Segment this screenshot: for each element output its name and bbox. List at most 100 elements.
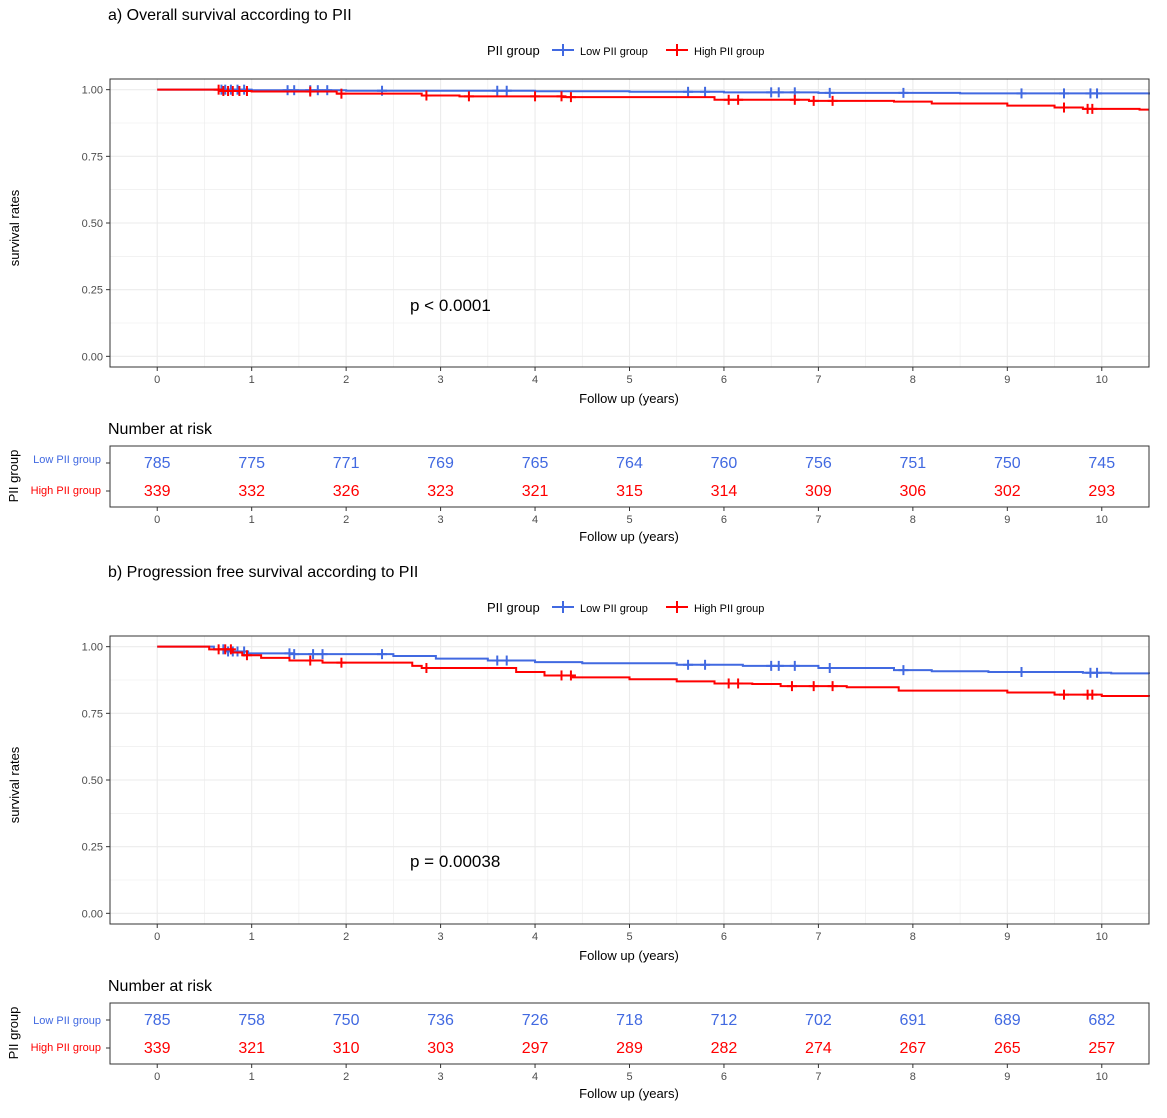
x-tick-label: 0 (154, 374, 160, 386)
risk-x-tick-label: 0 (154, 514, 160, 526)
risk-y-label-a: PII group (6, 450, 21, 503)
risk-x-tick-label: 3 (438, 1071, 444, 1083)
chart-title-b: b) Progression free survival according t… (108, 564, 418, 581)
survival-plot-b: 0.00 0.25 0.50 0.75 1.00 0 1 2 3 4 5 6 7 8 9 10 (82, 635, 1150, 943)
risk-value-high: 302 (994, 483, 1021, 500)
censor-mark-high (556, 91, 567, 102)
censor-mark-low (289, 649, 300, 660)
censor-mark-high (565, 92, 576, 103)
risk-x-tick-label: 2 (343, 1071, 349, 1083)
risk-value-low: 691 (900, 1012, 927, 1029)
y-tick-label: 0.75 (82, 708, 103, 720)
risk-value-low: 764 (616, 455, 643, 472)
censor-mark-low (322, 85, 333, 96)
risk-value-low: 758 (238, 1012, 265, 1029)
risk-value-low: 736 (427, 1012, 454, 1029)
risk-value-high: 289 (616, 1040, 643, 1057)
risk-x-tick-label: 7 (815, 1071, 821, 1083)
survival-plot-a: 0.00 0.25 0.50 0.75 1.00 0 1 2 3 4 5 6 7 8 9 10 (82, 78, 1150, 386)
censor-mark-low (308, 649, 319, 660)
censor-mark-high (213, 84, 224, 95)
risk-value-high: 282 (711, 1040, 738, 1057)
y-tick-label: 1.00 (82, 642, 103, 654)
censor-mark-high (786, 681, 797, 692)
y-axis-label-a: survival rates (7, 189, 22, 266)
risk-value-low: 702 (805, 1012, 832, 1029)
x-tick-label: 6 (721, 931, 727, 943)
risk-value-high: 267 (900, 1040, 927, 1057)
censor-mark-low (824, 663, 835, 673)
risk-value-high: 339 (144, 483, 171, 500)
risk-x-label-a: Follow up (years) (579, 529, 679, 544)
x-tick-label: 1 (249, 931, 255, 943)
risk-x-tick-label: 8 (910, 514, 916, 526)
censor-mark-low (1092, 667, 1103, 678)
legend-low-label: Low PII group (580, 46, 648, 58)
risk-x-tick-label: 9 (1004, 514, 1010, 526)
legend-high-label: High PII group (694, 46, 764, 58)
risk-value-high: 339 (144, 1040, 171, 1057)
x-axis-label-b: Follow up (years) (579, 948, 679, 963)
risk-x-tick-label: 4 (532, 1071, 538, 1083)
censor-mark-high (723, 678, 734, 689)
legend-high-key-icon (666, 601, 688, 613)
censor-mark-high (305, 86, 316, 97)
risk-x-label-b: Follow up (years) (579, 1086, 679, 1101)
x-tick-label: 3 (438, 931, 444, 943)
risk-value-high: 265 (994, 1040, 1021, 1057)
risk-value-low: 750 (333, 1012, 360, 1029)
x-axis-label-a: Follow up (years) (579, 391, 679, 406)
censor-mark-high (827, 95, 838, 106)
censor-mark-low (492, 85, 503, 96)
risk-y-label-b: PII group (6, 1007, 21, 1060)
x-tick-label: 9 (1004, 931, 1010, 943)
censor-mark-high (556, 670, 567, 681)
risk-value-low: 745 (1088, 455, 1115, 472)
censor-mark-high (336, 657, 347, 668)
censor-mark-high (733, 678, 744, 689)
risk-x-tick-label: 4 (532, 514, 538, 526)
x-tick-label: 5 (626, 931, 632, 943)
p-value-b: p = 0.00038 (410, 852, 500, 871)
risk-value-low: 689 (994, 1012, 1021, 1029)
risk-value-low: 750 (994, 455, 1021, 472)
panel-b-progression-free-survival: b) Progression free survival according t… (6, 564, 1150, 1101)
risk-table-border-a (109, 445, 1150, 508)
risk-x-tick-label: 8 (910, 1071, 916, 1083)
censor-mark-low (683, 659, 694, 670)
censor-mark-low (1016, 667, 1027, 677)
legend-low-key-icon (552, 601, 574, 613)
risk-x-tick-label: 6 (721, 1071, 727, 1083)
censor-mark-low (1058, 88, 1069, 99)
censor-mark-high (1058, 102, 1069, 113)
risk-value-high: 315 (616, 483, 643, 500)
risk-value-high: 310 (333, 1040, 360, 1057)
x-tick-label: 2 (343, 931, 349, 943)
x-tick-label: 10 (1096, 374, 1108, 386)
risk-value-low: 682 (1088, 1012, 1115, 1029)
y-tick-label: 0.00 (82, 351, 103, 363)
x-tick-label: 10 (1096, 931, 1108, 943)
censor-mark-high (1087, 689, 1098, 700)
risk-x-tick-label: 0 (154, 1071, 160, 1083)
risk-x-tick-label: 1 (249, 514, 255, 526)
censor-mark-high (733, 94, 744, 105)
risk-value-high: 309 (805, 483, 832, 500)
risk-x-tick-label: 10 (1096, 514, 1108, 526)
risk-x-tick-label: 5 (626, 514, 632, 526)
risk-value-low: 785 (144, 455, 171, 472)
censor-mark-low (898, 87, 909, 98)
risk-value-low: 726 (522, 1012, 549, 1029)
censor-mark-low (773, 660, 784, 671)
x-tick-label: 4 (532, 374, 538, 386)
censor-mark-high (421, 90, 432, 101)
censor-mark-high (225, 644, 236, 655)
censor-mark-low (898, 665, 909, 676)
x-tick-label: 6 (721, 374, 727, 386)
censor-mark-low (683, 86, 694, 97)
censor-mark-low (289, 85, 300, 96)
risk-table-border-b (109, 1002, 1150, 1065)
risk-value-high: 314 (711, 483, 738, 500)
y-axis-label-b: survival rates (7, 746, 22, 823)
